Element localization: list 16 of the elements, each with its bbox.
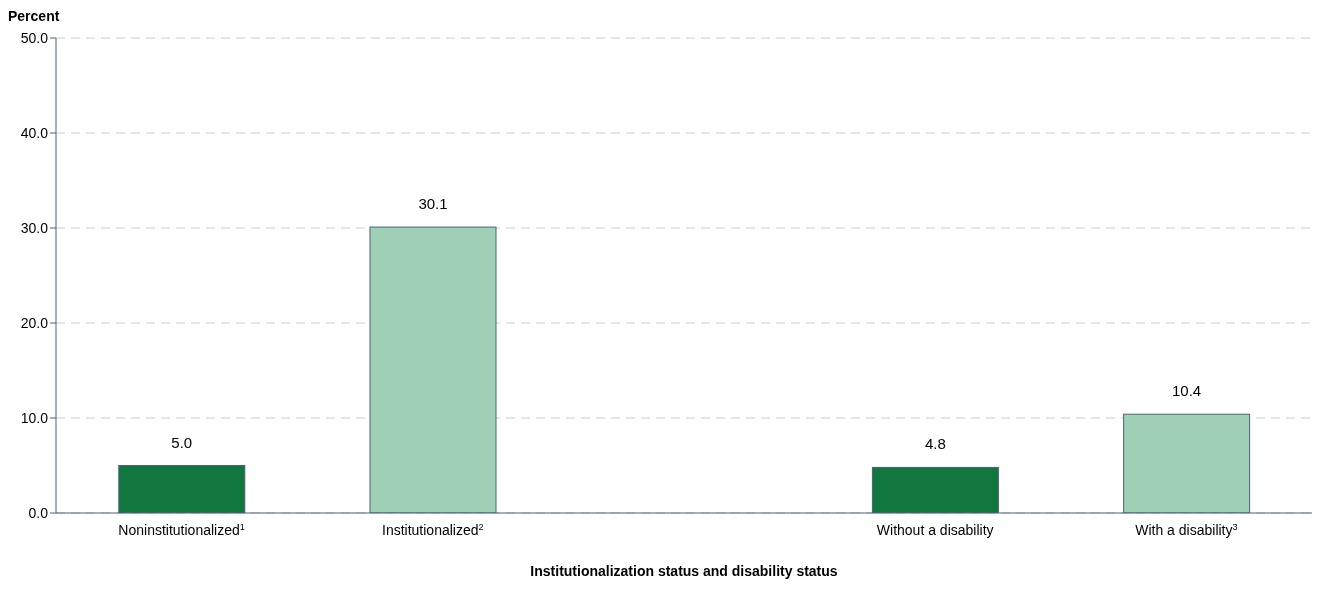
- y-axis-title: Percent: [8, 8, 60, 24]
- x-tick-label: Without a disability: [876, 522, 994, 538]
- y-tick-label: 30.0: [20, 219, 49, 236]
- y-tick-label: 0.0: [28, 504, 49, 521]
- x-axis-title: Institutionalization status and disability status: [529, 563, 839, 579]
- x-tick-label: With a disability$^{3}$: [1135, 522, 1238, 538]
- y-tick-label: 20.0: [20, 314, 49, 331]
- x-tick-label: Noninstitutionalized$^{1}$: [118, 522, 245, 538]
- data-label: 4.8: [924, 435, 946, 453]
- y-tick-label: 40.0: [20, 124, 49, 141]
- data-label: 5.0: [171, 433, 193, 451]
- data-label: 30.1: [418, 195, 448, 213]
- x-tick-label: Institutionalized$^{2}$: [382, 522, 484, 538]
- data-label: 10.4: [1172, 382, 1202, 400]
- y-tick-label: 10.0: [20, 409, 49, 426]
- y-tick-label: 50.0: [20, 29, 49, 46]
